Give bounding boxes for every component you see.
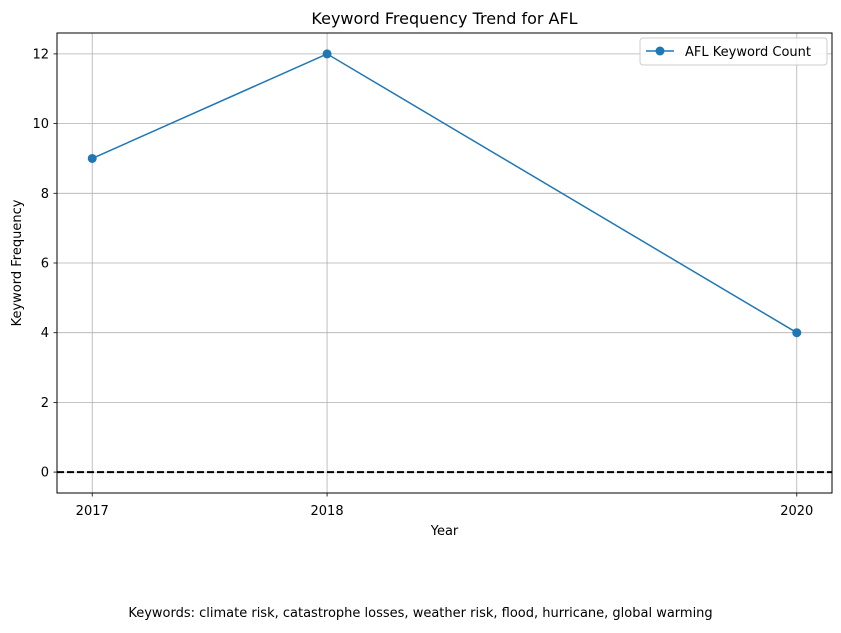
- x-tick-label: 2017: [76, 504, 109, 519]
- x-axis-label: Year: [430, 524, 459, 539]
- x-axis-ticks: 2017 2018 2020: [76, 493, 813, 519]
- y-tick-label: 0: [41, 466, 49, 481]
- legend-box: [639, 37, 828, 66]
- y-tick-label: 6: [41, 257, 49, 272]
- legend-entry-afl-keyword-count: AFL Keyword Count: [685, 45, 811, 60]
- data-point-2020: [792, 328, 802, 338]
- legend: AFL Keyword Count: [639, 37, 828, 66]
- y-tick-label: 12: [32, 47, 49, 62]
- grid-lines: [57, 33, 832, 493]
- y-tick-label: 10: [32, 117, 49, 132]
- x-tick-label: 2018: [311, 504, 344, 519]
- keywords-footnote: Keywords: climate risk, catastrophe loss…: [128, 606, 713, 621]
- chart-title: Keyword Frequency Trend for AFL: [311, 9, 577, 28]
- y-axis-ticks: 0 2 4 6 8 10 12: [32, 47, 57, 481]
- data-point-2017: [87, 153, 97, 163]
- y-tick-label: 4: [41, 326, 49, 341]
- series-layer: [87, 49, 802, 338]
- legend-marker: [655, 46, 665, 56]
- data-point-2018: [322, 49, 332, 59]
- x-tick-label: 2020: [780, 504, 813, 519]
- y-tick-label: 2: [41, 396, 49, 411]
- y-tick-label: 8: [41, 187, 49, 202]
- y-axis-label: Keyword Frequency: [10, 199, 25, 326]
